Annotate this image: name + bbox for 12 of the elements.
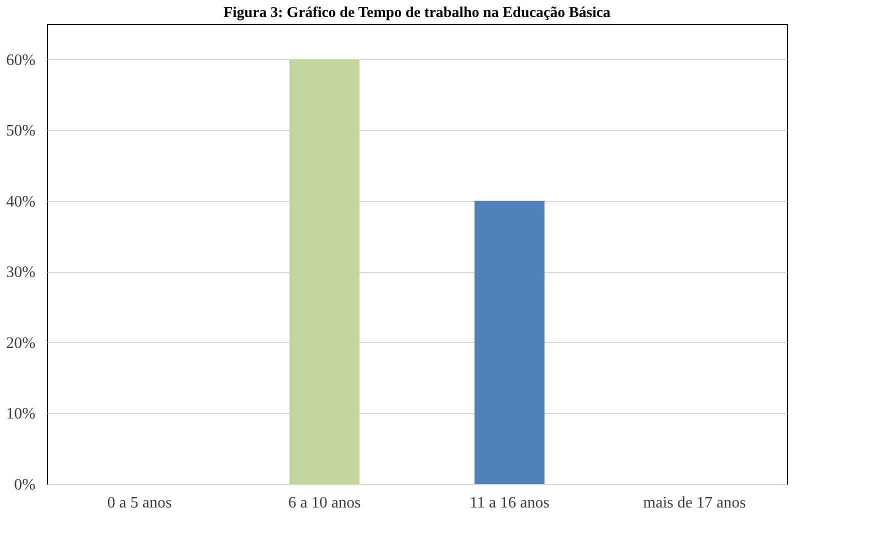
y-tick-label: 10% bbox=[6, 406, 36, 423]
x-tick-label: mais de 17 anos bbox=[643, 494, 746, 512]
x-tick-label: 6 a 10 anos bbox=[288, 494, 361, 512]
y-tick-label: 20% bbox=[6, 334, 36, 352]
y-tick-label: 40% bbox=[6, 193, 36, 210]
y-tick-label: 50% bbox=[6, 122, 36, 140]
y-tick-label: 30% bbox=[6, 264, 36, 282]
chart-title: Figura 3: Gráfico de Tempo de trabalho na Educação Básica bbox=[223, 5, 612, 21]
x-tick-label: 0 a 5 anos bbox=[107, 494, 172, 512]
y-tick-label: 60% bbox=[6, 52, 36, 69]
y-tick-label: 0% bbox=[14, 476, 36, 494]
x-tick-label: 11 a 16 anos bbox=[470, 494, 550, 512]
